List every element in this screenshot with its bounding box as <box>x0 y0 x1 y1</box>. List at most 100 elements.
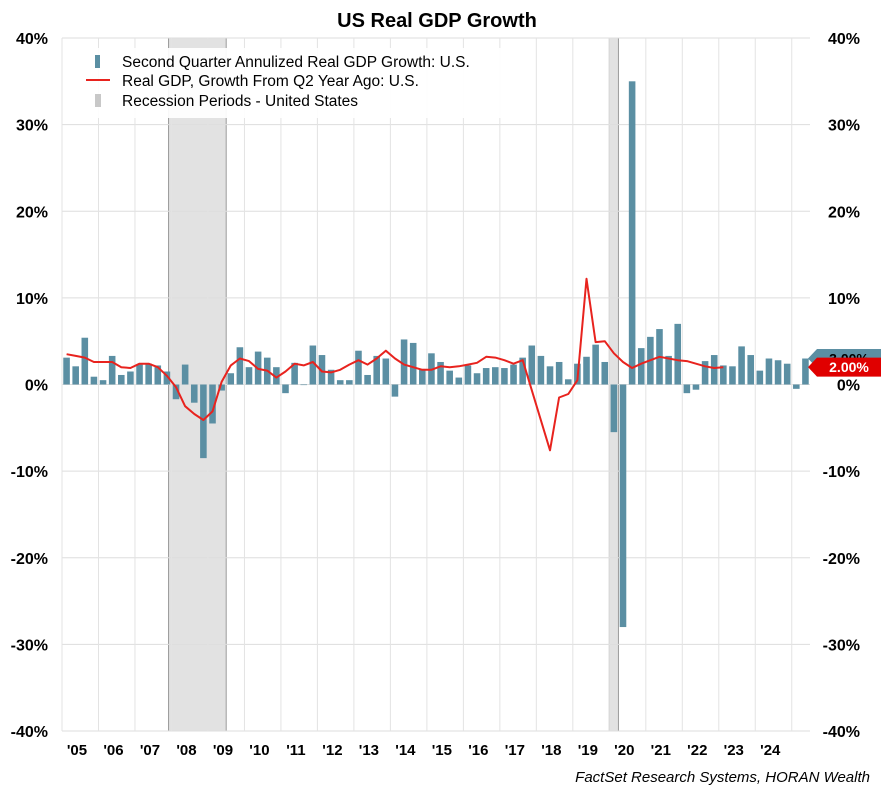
bar <box>683 384 691 394</box>
bar <box>163 371 171 385</box>
bar <box>464 365 472 385</box>
bar <box>245 367 253 385</box>
bar <box>72 366 79 385</box>
x-tick-label: '07 <box>140 742 160 759</box>
bar <box>282 384 289 394</box>
y-tick-label-left: -30% <box>11 637 48 654</box>
bar <box>118 374 125 385</box>
x-tick-label: '23 <box>724 742 744 759</box>
legend-swatch-bar <box>95 55 100 68</box>
bar <box>720 365 727 385</box>
bar <box>382 358 390 385</box>
bar <box>793 384 800 389</box>
bar <box>537 355 545 385</box>
y-tick-label-left: 0% <box>25 378 48 395</box>
bar <box>391 384 399 397</box>
bar <box>710 355 718 385</box>
x-tick-label: '08 <box>176 742 196 759</box>
bar <box>692 384 700 390</box>
bar <box>400 339 408 385</box>
bar <box>637 348 645 385</box>
x-tick-label: '22 <box>687 742 707 759</box>
bar <box>674 323 682 385</box>
y-tick-label-right: -30% <box>823 637 860 654</box>
legend-swatch-recession <box>95 94 101 107</box>
bar <box>300 384 308 386</box>
bar <box>701 361 709 385</box>
bar <box>628 81 636 385</box>
bar <box>528 345 536 385</box>
y-tick-label-left: -10% <box>11 464 48 481</box>
x-tick-label: '21 <box>651 742 671 759</box>
bar <box>546 366 554 385</box>
bar <box>336 380 344 385</box>
y-tick-label-right: -10% <box>823 464 860 481</box>
bar <box>510 364 517 385</box>
bar <box>592 344 599 385</box>
chart-title: US Real GDP Growth <box>337 10 537 32</box>
x-tick-label: '09 <box>213 742 233 759</box>
bar <box>555 361 563 385</box>
y-tick-label-left: 20% <box>16 204 48 221</box>
x-tick-label: '24 <box>760 742 781 759</box>
bar <box>318 355 326 385</box>
bar <box>756 370 764 385</box>
x-tick-label: '11 <box>286 742 305 759</box>
bar <box>437 361 444 385</box>
x-tick-label: '06 <box>103 742 123 759</box>
bar <box>209 384 216 424</box>
x-tick-label: '14 <box>395 742 416 759</box>
y-tick-label-left: -20% <box>11 551 48 568</box>
bar-series <box>63 81 809 628</box>
source-note: FactSet Research Systems, HORAN Wealth <box>575 769 870 786</box>
bar <box>455 377 463 385</box>
bar <box>190 384 198 403</box>
bar <box>373 355 380 385</box>
bar <box>610 384 618 433</box>
legend-entry-bar: Second Quarter Annulized Real GDP Growth… <box>122 54 470 71</box>
y-tick-label-right: 30% <box>828 118 860 135</box>
bar <box>273 367 280 385</box>
bar <box>619 384 627 628</box>
bar <box>355 350 362 385</box>
x-tick-label: '12 <box>322 742 342 759</box>
bar <box>564 379 572 385</box>
bar <box>90 376 98 385</box>
x-tick-label: '19 <box>578 742 598 759</box>
bar <box>200 384 207 459</box>
x-tick-label: '10 <box>249 742 269 759</box>
bar <box>99 380 107 385</box>
bar <box>583 356 590 385</box>
y-tick-label-right: 10% <box>828 291 860 308</box>
legend: Second Quarter Annulized Real GDP Growth… <box>78 48 518 118</box>
value-callouts: 3.00%2.00% <box>808 349 881 377</box>
x-tick-label: '18 <box>541 742 561 759</box>
bar <box>802 358 809 385</box>
bar <box>665 355 672 385</box>
gridlines <box>61 37 810 732</box>
bar <box>227 373 235 385</box>
x-tick-label: '15 <box>432 742 452 759</box>
legend-entry-recession: Recession Periods - United States <box>122 93 358 110</box>
x-tick-label: '05 <box>67 742 87 759</box>
bar <box>172 384 180 400</box>
bar <box>765 358 773 385</box>
bar <box>419 368 426 385</box>
y-tick-label-right: 0% <box>837 378 860 395</box>
bar <box>327 369 335 385</box>
callout-tag <box>808 357 881 377</box>
bar <box>738 346 745 385</box>
bar <box>309 345 317 385</box>
bar <box>181 364 189 385</box>
line-series <box>66 277 724 452</box>
bar <box>501 368 508 385</box>
y-tick-label-left: 10% <box>16 291 48 308</box>
bar <box>783 363 791 385</box>
x-axis: '05 '06 '07 '08 '09 '10 '11 '12 '13 '14 '15 '16 '17 '… <box>67 742 781 759</box>
y-axis-left: -40% -30% -20% -10% 0% 10% 20% 30% 40% <box>11 31 48 741</box>
x-tick-label: '17 <box>505 742 525 759</box>
legend-background <box>78 48 518 118</box>
bar <box>81 337 89 385</box>
bar <box>409 342 417 385</box>
